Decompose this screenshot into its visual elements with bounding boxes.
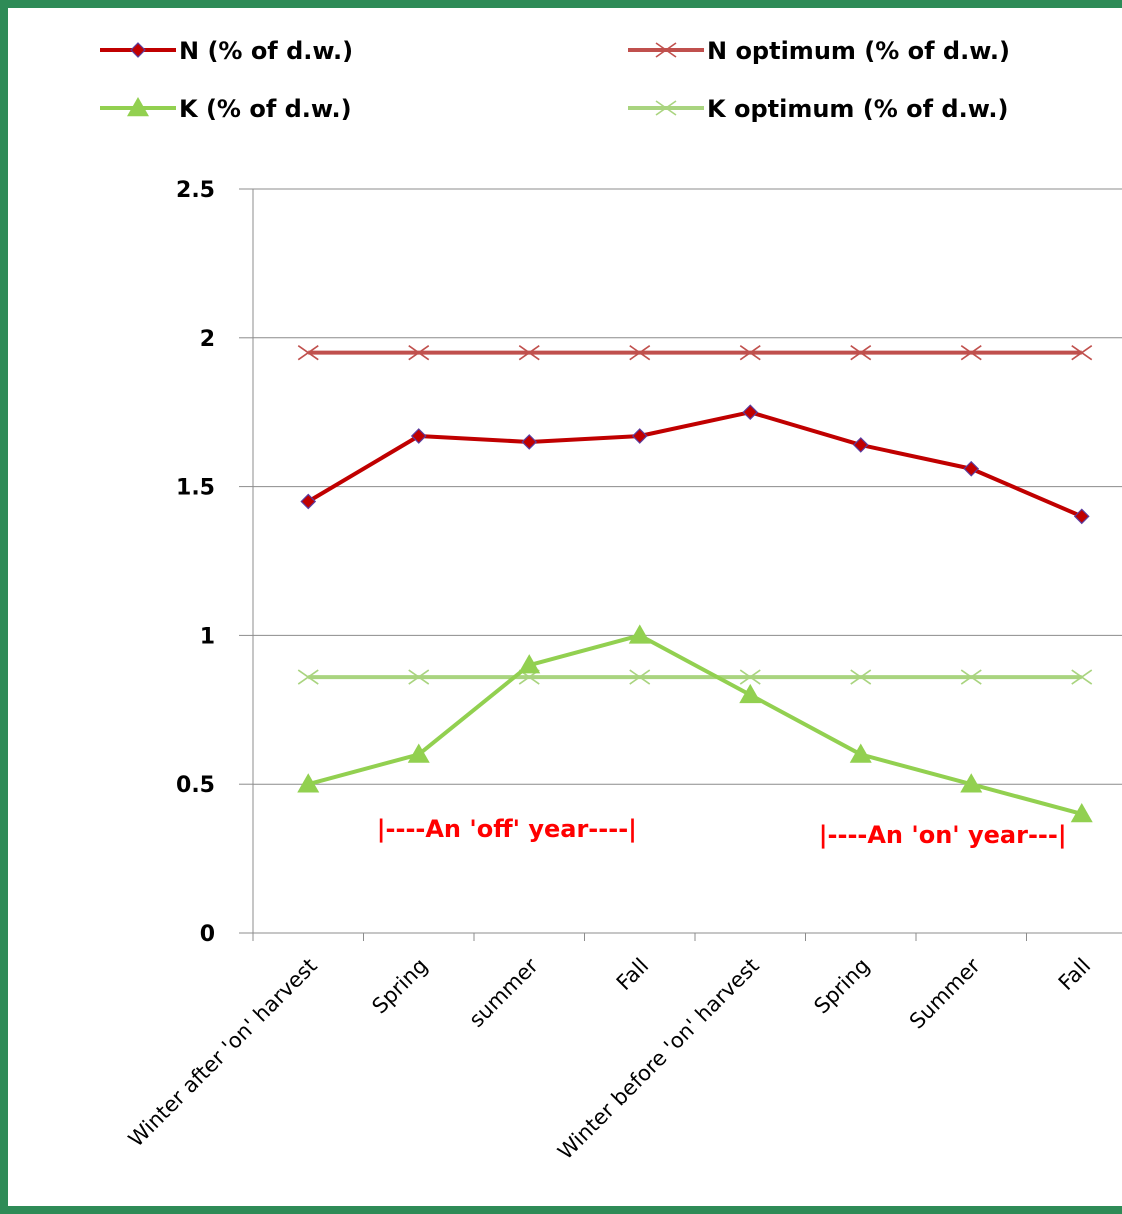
- x-tick-label-3: Fall: [612, 954, 654, 996]
- annotations: |----An 'off' year----| |----An 'on' year…: [377, 815, 1067, 849]
- axes: 0 0.5 1 1.5 2 2.5 Winter after 'on' harvest Spr…: [124, 178, 1122, 1164]
- series-k-of-d-w-point-3: [628, 624, 651, 644]
- y-tick-label-2: 1: [200, 624, 215, 649]
- series-n-optimum-of-d-w-point-0-stroke-b: [297, 345, 319, 361]
- series-n-optimum-of-d-w-point-7: [1071, 345, 1093, 361]
- series-k-optimum-of-d-w-point-5: [850, 669, 872, 685]
- y-tick-label-4: 2: [200, 327, 215, 352]
- y-tick-label-5: 2.5: [176, 178, 215, 203]
- series-k-optimum-of-d-w-point-0-stroke-b: [297, 669, 319, 685]
- series-k-of-d-w-point-7: [1070, 802, 1093, 823]
- series-k-of-d-w-point-5: [849, 743, 872, 763]
- series-n-optimum-of-d-w: [297, 345, 1093, 361]
- series-k-optimum-of-d-w-point-3: [629, 669, 651, 685]
- series-n-optimum-of-d-w-point-2: [518, 345, 540, 361]
- legend-n-of-d-w-label: N (% of d.w.): [179, 37, 353, 65]
- legend-k-of-d-w-label: K (% of d.w.): [179, 95, 352, 123]
- legend-n-of-d-w-marker: [130, 42, 146, 58]
- x-tick-label-1: Spring: [367, 954, 432, 1019]
- series-k-optimum-of-d-w-point-6-stroke-b: [960, 669, 982, 685]
- series-n-optimum-of-d-w-point-1-stroke-b: [408, 345, 430, 361]
- series-n-of-d-w-line: [307, 410, 1083, 519]
- legend-k-optimum-of-d-w-marker-stroke-b: [655, 100, 677, 116]
- legend-k-of-d-w: K (% of d.w.): [100, 95, 352, 123]
- series-n-optimum-of-d-w-point-5: [850, 345, 872, 361]
- series-k-of-d-w-line: [307, 633, 1083, 816]
- series-n-of-d-w-point-3: [631, 428, 648, 444]
- series-n-of-d-w-point-2: [521, 434, 538, 450]
- legend-n-optimum-of-d-w: N optimum (% of d.w.): [628, 37, 1010, 65]
- legend-k-of-d-w-marker: [127, 97, 149, 117]
- legend-k-optimum-of-d-w-label: K optimum (% of d.w.): [707, 95, 1008, 123]
- series-n-optimum-of-d-w-point-3: [629, 345, 651, 361]
- x-tick-label-2: summer: [464, 953, 543, 1032]
- series-k-of-d-w-point-2: [518, 654, 541, 674]
- series-n-optimum-of-d-w-point-7-stroke-b: [1071, 345, 1093, 361]
- series-n-optimum-of-d-w-point-6-stroke-b: [960, 345, 982, 361]
- legend-n-optimum-of-d-w-marker: [655, 42, 677, 58]
- series-k-of-d-w: [297, 624, 1093, 823]
- series-k-of-d-w-point-6: [960, 773, 983, 793]
- legend-n-optimum-of-d-w-label: N optimum (% of d.w.): [707, 37, 1010, 65]
- series-k-optimum-of-d-w-point-5-stroke-b: [850, 669, 872, 685]
- series-k-optimum-of-d-w-point-1-stroke-b: [408, 669, 430, 685]
- gridlines: [253, 188, 1122, 785]
- series-n-of-d-w-point-4: [742, 404, 759, 421]
- series-n-of-d-w-point-6: [963, 460, 980, 477]
- x-tick-label-5: Spring: [809, 954, 874, 1019]
- series-n-of-d-w-point-0: [300, 493, 317, 510]
- series-n-optimum-of-d-w-point-6: [960, 345, 982, 361]
- series-n-of-d-w-point-5: [852, 437, 869, 453]
- x-tick-label-4: Winter before 'on' harvest: [553, 954, 764, 1165]
- series-n-optimum-of-d-w-point-1: [408, 345, 430, 361]
- series-k-optimum-of-d-w-point-4-stroke-b: [739, 669, 761, 685]
- x-tick-label-0: Winter after 'on' harvest: [124, 954, 322, 1152]
- legend-k-optimum-of-d-w-marker: [655, 100, 677, 116]
- x-tick-label-7: Fall: [1054, 954, 1096, 996]
- legend: N (% of d.w.) N optimum (% of d.w.) K (% o…: [100, 37, 1010, 123]
- series-n-optimum-of-d-w-point-0: [297, 345, 319, 361]
- series-k-optimum-of-d-w-point-4: [739, 669, 761, 685]
- series-n-optimum-of-d-w-point-4: [739, 345, 761, 361]
- series-k-optimum-of-d-w-point-0: [297, 669, 319, 685]
- series-k-optimum-of-d-w-point-3-stroke-b: [629, 669, 651, 685]
- series-n-optimum-of-d-w-point-5-stroke-b: [850, 345, 872, 361]
- series-n-optimum-of-d-w-point-4-stroke-b: [739, 345, 761, 361]
- series-k-optimum-of-d-w-point-6: [960, 669, 982, 685]
- legend-n-optimum-of-d-w-marker-stroke-b: [655, 42, 677, 58]
- series-layer: [297, 345, 1093, 823]
- y-tick-label-1: 0.5: [176, 773, 215, 798]
- series-n-optimum-of-d-w-point-2-stroke-b: [518, 345, 540, 361]
- series-k-optimum-of-d-w: [297, 669, 1093, 685]
- series-k-of-d-w-point-4: [739, 683, 762, 704]
- series-n-of-d-w: [300, 404, 1090, 525]
- annotation-1: |----An 'on' year---|: [819, 821, 1067, 849]
- y-tick-label-3: 1.5: [176, 476, 215, 501]
- series-n-of-d-w-point-1: [410, 428, 427, 444]
- y-tick-label-0: 0: [200, 922, 215, 947]
- x-tick-label-6: Summer: [905, 953, 985, 1033]
- series-k-of-d-w-point-0: [297, 773, 320, 793]
- legend-n-of-d-w: N (% of d.w.): [100, 37, 353, 65]
- series-k-of-d-w-point-1: [407, 743, 430, 763]
- series-k-optimum-of-d-w-point-7: [1071, 669, 1093, 685]
- series-n-of-d-w-point-7: [1073, 508, 1090, 525]
- series-n-optimum-of-d-w-point-3-stroke-b: [629, 345, 651, 361]
- series-k-optimum-of-d-w-point-1: [408, 669, 430, 685]
- series-k-optimum-of-d-w-point-7-stroke-b: [1071, 669, 1093, 685]
- legend-k-optimum-of-d-w: K optimum (% of d.w.): [628, 95, 1008, 123]
- annotation-0: |----An 'off' year----|: [377, 815, 637, 843]
